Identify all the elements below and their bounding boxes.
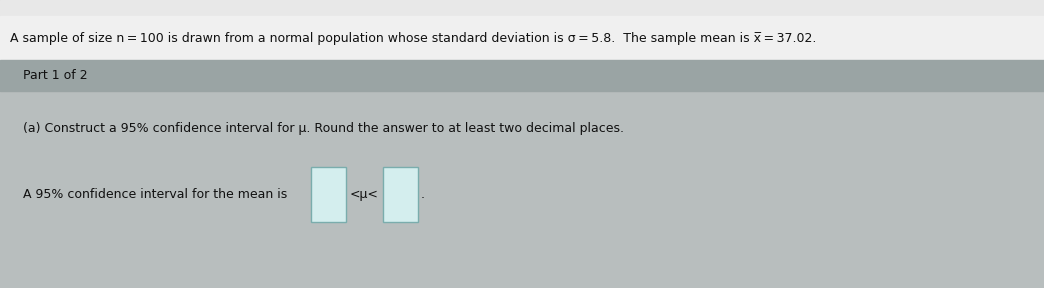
Text: A sample of size n = 100 is drawn from a normal population whose standard deviat: A sample of size n = 100 is drawn from a… xyxy=(10,32,816,45)
Text: A 95% confidence interval for the mean is: A 95% confidence interval for the mean i… xyxy=(23,188,287,201)
Text: <μ<: <μ< xyxy=(350,188,379,201)
FancyBboxPatch shape xyxy=(383,167,418,222)
Bar xyxy=(0,16,1044,60)
Text: Part 1 of 2: Part 1 of 2 xyxy=(23,69,88,82)
Bar xyxy=(0,0,1044,16)
Text: .: . xyxy=(421,188,425,201)
FancyBboxPatch shape xyxy=(311,167,346,222)
Text: (a) Construct a 95% confidence interval for μ. Round the answer to at least two : (a) Construct a 95% confidence interval … xyxy=(23,122,624,135)
Bar xyxy=(0,60,1044,91)
